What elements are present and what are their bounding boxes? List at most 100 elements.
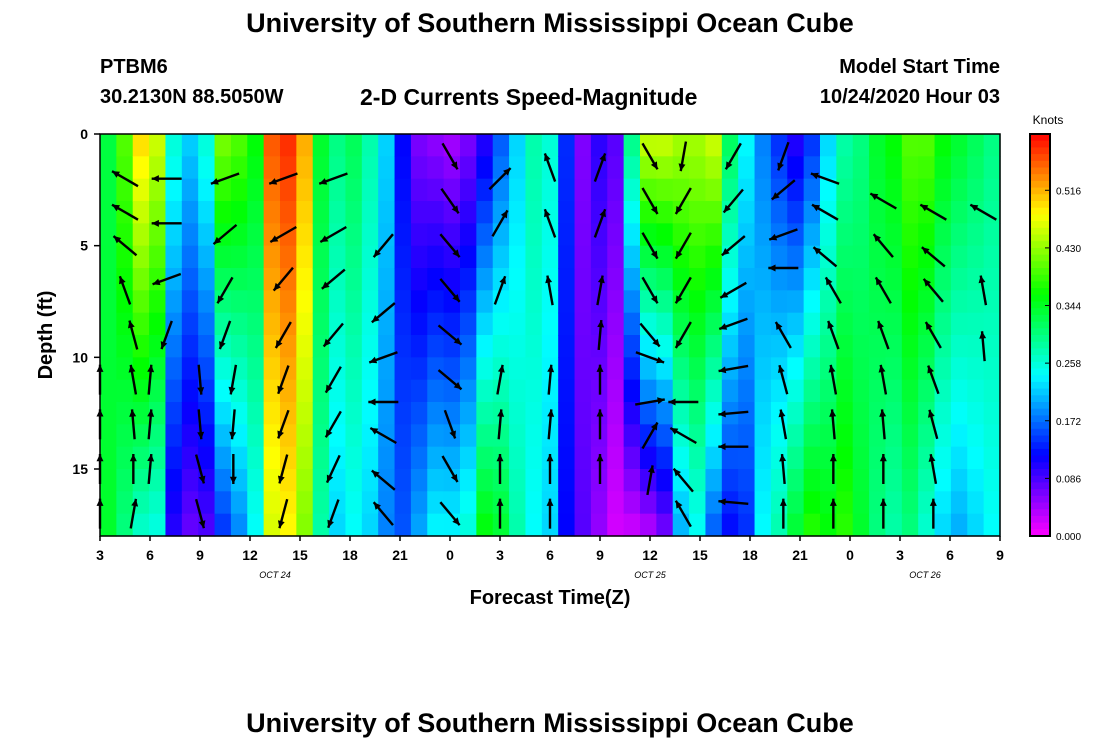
- arrow-head: [875, 277, 883, 286]
- current-arrow: [921, 246, 946, 268]
- arrow-head: [650, 161, 658, 170]
- heatmap-cell: [181, 245, 199, 269]
- heatmap-cell: [967, 268, 985, 291]
- heatmap-cell: [738, 156, 756, 180]
- heatmap-cell: [345, 402, 363, 425]
- heatmap-cell: [852, 268, 870, 291]
- heatmap-cell: [705, 379, 723, 403]
- heatmap-cell: [230, 223, 248, 247]
- arrow-head: [112, 204, 120, 212]
- heatmap-cell: [574, 379, 592, 403]
- heatmap-cell: [869, 491, 887, 515]
- arrow-head: [668, 398, 676, 406]
- heatmap-cell: [312, 245, 330, 269]
- arrow-head: [923, 278, 931, 287]
- heatmap-cell: [329, 201, 347, 224]
- heatmap-cell: [721, 446, 739, 470]
- heatmap-cell: [198, 134, 216, 157]
- heatmap-cell: [100, 156, 117, 180]
- heatmap-cell: [312, 491, 330, 515]
- heatmap-cell: [509, 268, 527, 291]
- heatmap-cell: [181, 312, 199, 336]
- heatmap-cell: [967, 134, 985, 157]
- heatmap-cell: [983, 469, 1001, 492]
- arrow-head: [452, 517, 460, 526]
- heatmap-cell: [672, 513, 690, 537]
- heatmap-cell: [934, 335, 952, 358]
- heatmap-cell: [165, 178, 183, 202]
- heatmap-cell: [738, 357, 756, 381]
- heatmap-cell: [345, 268, 363, 291]
- arrow-head: [675, 250, 683, 259]
- heatmap-cell: [165, 223, 183, 247]
- heatmap-cell: [394, 178, 412, 202]
- heatmap-cell: [672, 446, 690, 470]
- heatmap-cell: [770, 268, 788, 291]
- heatmap-cell: [754, 446, 772, 470]
- arrow-head: [198, 520, 206, 529]
- heatmap-cell: [983, 245, 1001, 269]
- heatmap-cell: [623, 446, 641, 470]
- heatmap-cell: [590, 178, 608, 202]
- date-label: OCT 26: [909, 570, 941, 580]
- heatmap-cell: [967, 335, 985, 358]
- heatmap-cell: [672, 134, 690, 157]
- current-arrow: [440, 188, 460, 214]
- heatmap-cell: [787, 312, 805, 336]
- current-arrow: [277, 365, 290, 395]
- heatmap-cell: [378, 245, 396, 269]
- current-arrow: [128, 364, 138, 395]
- colorbar-segment: [1030, 274, 1050, 282]
- heatmap-cell: [116, 245, 134, 269]
- heatmap-cell: [705, 491, 723, 515]
- heatmap-cell: [983, 201, 1001, 224]
- heatmap-cell: [623, 402, 641, 425]
- heatmap-cell: [100, 223, 117, 247]
- heatmap-cell: [852, 491, 870, 515]
- current-arrow: [927, 409, 939, 440]
- arrow-head: [650, 422, 658, 431]
- heatmap-cell: [230, 335, 248, 358]
- arrow-head: [373, 249, 381, 258]
- heatmap-cell: [689, 156, 707, 180]
- heatmap-cell: [689, 379, 707, 403]
- heatmap-cell: [149, 446, 167, 470]
- heatmap-cell: [214, 446, 232, 470]
- arrow-head: [597, 320, 605, 328]
- heatmap-cell: [525, 245, 543, 269]
- colorbar-tick-label: 0.172: [1056, 417, 1081, 428]
- heatmap-cell: [198, 290, 216, 314]
- heatmap-cell: [263, 513, 281, 537]
- arrow-head: [119, 276, 126, 285]
- heatmap-cell: [132, 513, 150, 537]
- current-arrow: [668, 398, 699, 406]
- heatmap-cell: [132, 223, 150, 247]
- heatmap-cell: [132, 335, 150, 358]
- heatmap-cell: [689, 491, 707, 515]
- arrow-head: [147, 409, 155, 417]
- heatmap-cell: [247, 156, 265, 180]
- heatmap-cell: [656, 424, 674, 448]
- heatmap-cell: [247, 245, 265, 269]
- current-arrow: [324, 410, 342, 438]
- heatmap-cell: [852, 335, 870, 358]
- heatmap-cell: [623, 201, 641, 224]
- heatmap-cell: [738, 446, 756, 470]
- heatmap-cell: [525, 513, 543, 537]
- heatmap-cell: [754, 201, 772, 224]
- current-arrow: [718, 410, 749, 418]
- heatmap-cell: [607, 156, 625, 180]
- heatmap-cell: [427, 312, 445, 336]
- heatmap-cell: [410, 379, 428, 403]
- heatmap-cell: [410, 446, 428, 470]
- heatmap-cell: [460, 513, 477, 537]
- heatmap-cell: [165, 446, 183, 470]
- heatmap-cell: [100, 469, 117, 492]
- heatmap-cell: [280, 424, 297, 448]
- current-arrow: [547, 409, 555, 440]
- heatmap-cell: [247, 290, 265, 314]
- station-coordinates: 30.2130N 88.5050W: [100, 86, 284, 108]
- heatmap-cell: [607, 469, 625, 492]
- heatmap-cell: [296, 223, 314, 247]
- arrow-head: [829, 409, 837, 417]
